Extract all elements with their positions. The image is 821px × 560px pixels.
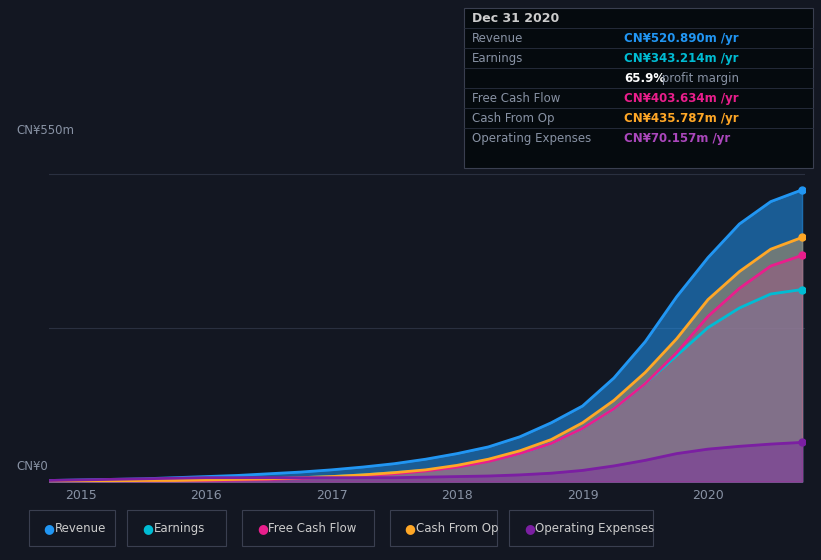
Text: ●: ● bbox=[257, 521, 268, 535]
Text: 65.9%: 65.9% bbox=[624, 72, 665, 85]
Text: ●: ● bbox=[44, 521, 54, 535]
Text: Revenue: Revenue bbox=[55, 521, 107, 535]
Text: ●: ● bbox=[142, 521, 153, 535]
Text: CN¥435.787m /yr: CN¥435.787m /yr bbox=[624, 111, 739, 125]
Text: CN¥343.214m /yr: CN¥343.214m /yr bbox=[624, 52, 738, 65]
Text: Cash From Op: Cash From Op bbox=[472, 111, 554, 125]
Text: CN¥0: CN¥0 bbox=[16, 460, 48, 473]
Text: profit margin: profit margin bbox=[658, 72, 740, 85]
Text: Cash From Op: Cash From Op bbox=[416, 521, 498, 535]
Text: ●: ● bbox=[524, 521, 534, 535]
Text: CN¥520.890m /yr: CN¥520.890m /yr bbox=[624, 32, 739, 45]
Text: Free Cash Flow: Free Cash Flow bbox=[472, 92, 561, 105]
Text: Earnings: Earnings bbox=[154, 521, 205, 535]
Text: Free Cash Flow: Free Cash Flow bbox=[268, 521, 357, 535]
Text: Earnings: Earnings bbox=[472, 52, 524, 65]
Text: CN¥550m: CN¥550m bbox=[16, 124, 75, 137]
Text: ●: ● bbox=[405, 521, 415, 535]
Text: Dec 31 2020: Dec 31 2020 bbox=[472, 12, 559, 25]
Text: CN¥403.634m /yr: CN¥403.634m /yr bbox=[624, 92, 739, 105]
Text: Operating Expenses: Operating Expenses bbox=[472, 132, 591, 144]
Text: CN¥70.157m /yr: CN¥70.157m /yr bbox=[624, 132, 730, 144]
Text: Operating Expenses: Operating Expenses bbox=[535, 521, 654, 535]
Text: Revenue: Revenue bbox=[472, 32, 524, 45]
